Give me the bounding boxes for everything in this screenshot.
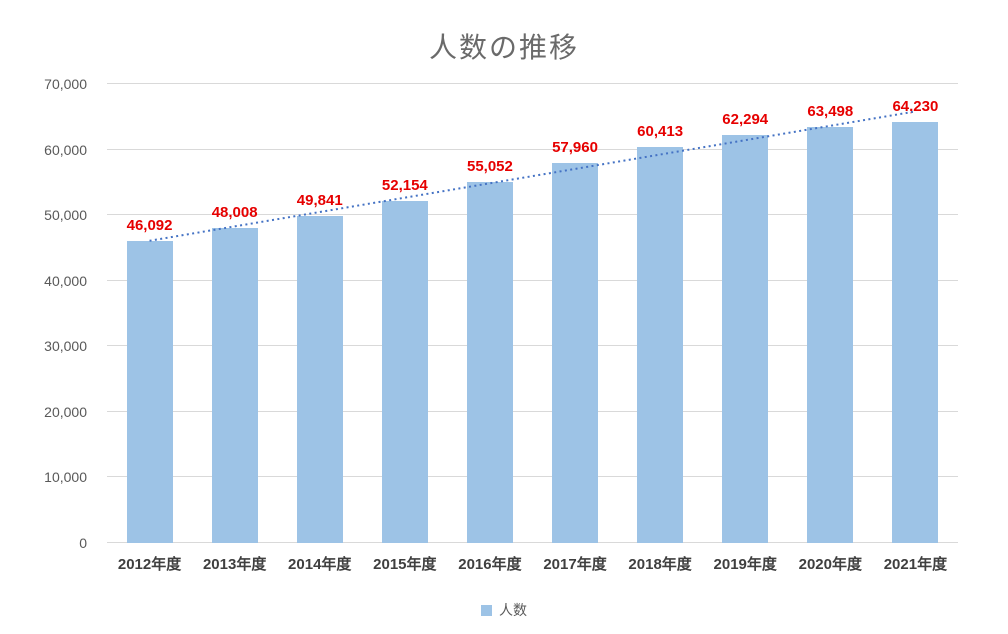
data-label: 62,294 (722, 110, 769, 128)
bar (892, 121, 939, 543)
bar (466, 182, 513, 543)
chart-title: 人数の推移 (428, 32, 579, 63)
bar (211, 228, 258, 543)
y-axis-labels: 0 10,000 20,000 30,000 40,000 50,000 60,000 70,… (0, 76, 97, 551)
data-label: 64,230 (892, 97, 939, 115)
bar (552, 162, 598, 543)
x-tick-label: 2019年度 (713, 556, 777, 573)
x-tick-label: 2018年度 (628, 556, 692, 573)
data-label: 48,008 (211, 204, 258, 222)
bar-series: 46,092 48,008 49,841 52,154 55,052 57,960 60,4… (107, 84, 958, 543)
bar (296, 216, 343, 543)
plot-area: 46,092 48,008 49,841 52,154 55,052 57,960 60,4… (107, 83, 958, 543)
gridline (107, 476, 958, 478)
gridline (107, 279, 958, 281)
y-tick-label: 40,000 (44, 272, 87, 289)
bar-column: 49,841 (277, 84, 362, 543)
x-tick-label: 2015年度 (373, 556, 437, 573)
bar-column: 60,413 (618, 84, 703, 543)
x-tick-label: 2021年度 (883, 556, 948, 573)
x-tick-label: 2014年度 (288, 556, 352, 573)
bar (126, 240, 173, 543)
y-tick-label: 30,000 (44, 338, 87, 355)
data-label: 57,960 (552, 138, 598, 156)
gridline (107, 83, 958, 84)
gridline (107, 345, 958, 347)
y-tick-label: 50,000 (44, 207, 87, 224)
data-label: 63,498 (807, 102, 854, 120)
x-tick-label: 2012年度 (117, 556, 182, 573)
bar-column: 64,230 (873, 84, 958, 543)
legend-swatch-icon (481, 604, 492, 616)
bar (807, 126, 854, 543)
y-tick-label: 70,000 (44, 76, 87, 92)
gridline (107, 410, 958, 412)
x-tick-label: 2020年度 (798, 556, 862, 573)
bar-column: 62,294 (703, 84, 788, 543)
data-label: 55,052 (466, 158, 513, 176)
bar-column: 52,154 (362, 84, 447, 543)
data-label: 49,841 (296, 192, 343, 210)
y-tick-label: 20,000 (44, 403, 87, 420)
x-tick-label: 2013年度 (202, 556, 267, 573)
x-axis-labels: 2012年度 2013年度 2014年度 2015年度 2016年度 2017年度 2018… (107, 553, 958, 574)
bar-column: 48,008 (192, 84, 277, 543)
bar (637, 146, 684, 543)
data-label: 52,154 (381, 177, 428, 195)
x-tick-label: 2016年度 (458, 556, 522, 573)
x-tick-label: 2017年度 (543, 556, 607, 573)
data-label: 60,413 (637, 122, 684, 140)
y-tick-label: 0 (79, 535, 87, 551)
legend: 人数 (0, 600, 1008, 620)
data-label: 46,092 (126, 216, 173, 234)
x-axis-line (107, 542, 958, 543)
y-tick-label: 10,000 (44, 469, 87, 486)
legend-label: 人数 (499, 602, 527, 618)
bar (722, 134, 769, 543)
bar (381, 201, 428, 543)
bar-column: 55,052 (447, 84, 532, 543)
bar-column: 57,960 (532, 84, 617, 543)
bar-column: 63,498 (788, 84, 873, 543)
y-tick-label: 60,000 (44, 141, 87, 158)
bar-column: 46,092 (107, 84, 192, 543)
